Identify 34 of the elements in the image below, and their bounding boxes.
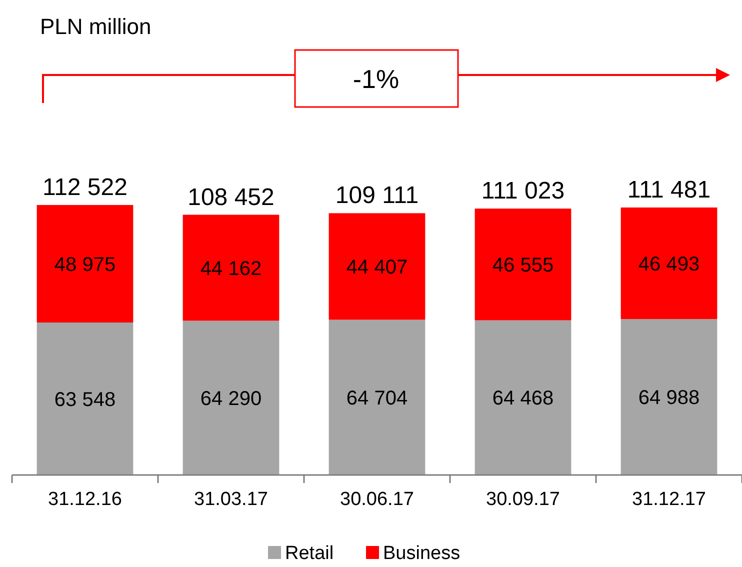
bar <box>328 213 426 320</box>
data-label: 48 975 <box>54 254 116 276</box>
legend-label: Retail <box>285 543 334 564</box>
bar <box>182 320 280 475</box>
total-label: 112 522 <box>42 174 128 201</box>
bar <box>620 208 718 320</box>
total-label: 111 481 <box>627 176 711 204</box>
data-label: 44 162 <box>200 258 262 280</box>
data-label: 64 290 <box>200 388 262 410</box>
text: PLN million <box>40 14 152 39</box>
total-label: 109 111 <box>335 182 419 210</box>
bar <box>36 322 134 475</box>
x-tick-label: 31.12.17 <box>632 489 706 510</box>
total-label: 108 452 <box>188 184 274 211</box>
data-label: 63 548 <box>54 388 116 411</box>
bar <box>620 319 718 475</box>
x-tick-label: 30.06.17 <box>340 489 414 510</box>
legend-label: Business <box>383 543 460 564</box>
bar <box>328 320 426 475</box>
bar <box>36 205 134 323</box>
bar <box>474 208 572 320</box>
bar <box>474 320 572 475</box>
text: -1% <box>352 64 400 94</box>
x-tick-label: 31.12.16 <box>48 489 122 510</box>
data-label: 64 704 <box>346 387 408 410</box>
data-label: 44 407 <box>346 256 408 278</box>
x-tick-label: 30.09.17 <box>486 489 560 510</box>
data-label: 64 988 <box>638 387 700 410</box>
x-tick-label: 31.03.17 <box>194 489 268 510</box>
data-label: 64 468 <box>492 388 554 410</box>
total-label: 111 023 <box>481 178 565 205</box>
data-label: 46 493 <box>638 253 700 276</box>
bar <box>182 214 280 321</box>
data-label: 46 555 <box>492 254 554 276</box>
